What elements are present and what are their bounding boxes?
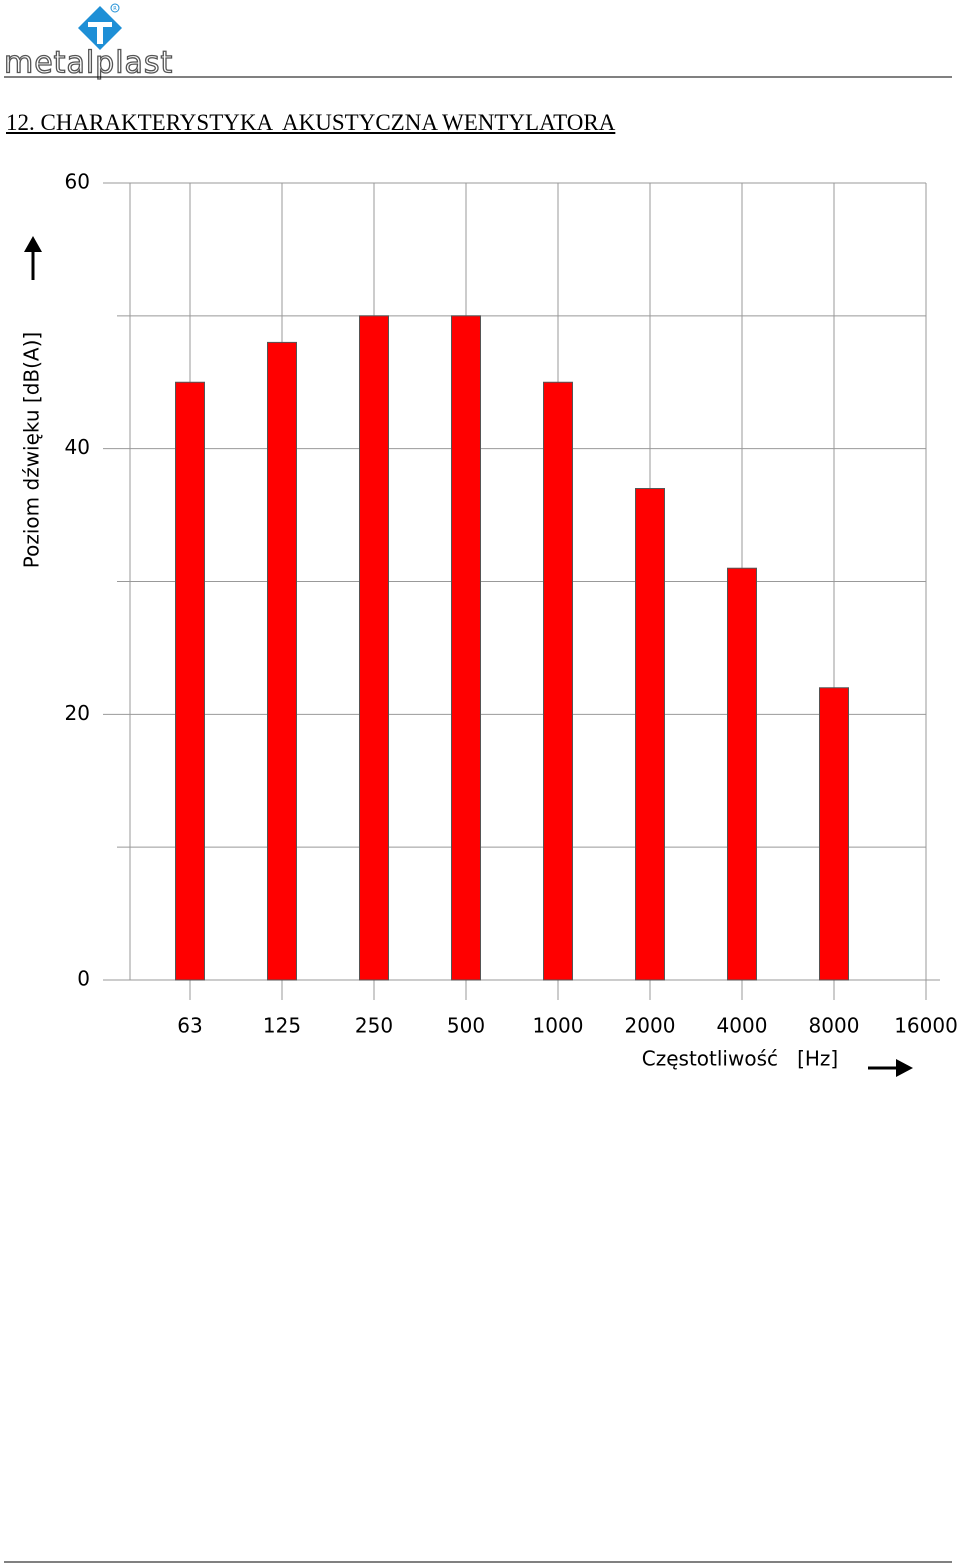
x-tick-label: 125: [263, 1014, 301, 1038]
bar: [635, 488, 665, 981]
logo-text: metalplast: [4, 46, 173, 81]
bar: [267, 341, 297, 981]
x-tick-label: 8000: [809, 1014, 860, 1038]
bar: [543, 381, 573, 981]
x-tick-label: 500: [447, 1014, 485, 1038]
x-tick-label: 2000: [625, 1014, 676, 1038]
y-arrow: [24, 236, 42, 280]
x-tick-label: 4000: [717, 1014, 768, 1038]
x-tick-label: 63: [177, 1014, 202, 1038]
x-tick-label: 1000: [533, 1014, 584, 1038]
bar: [727, 567, 757, 981]
bar: [359, 315, 389, 981]
section-title: 12. CHARAKTERYSTYKA AKUSTYCZNA WENTYLATO…: [6, 110, 616, 135]
x-tick-label: 250: [355, 1014, 393, 1038]
header: R metalplast: [3, 3, 952, 81]
svg-text:R: R: [113, 6, 117, 12]
y-tick-label: 0: [77, 967, 90, 991]
footer: [4, 1561, 952, 1563]
bar: [451, 315, 481, 981]
chart: Poziom dźwięku [dB(A)] Częstotliwość [Hz…: [20, 170, 958, 1077]
x-axis-label: Częstotliwość [Hz]: [642, 1047, 838, 1071]
x-tick-label: 16000: [894, 1014, 958, 1038]
y-axis-label-group: Poziom dźwięku [dB(A)]: [20, 332, 44, 568]
y-axis-label: Poziom dźwięku [dB(A)]: [20, 332, 44, 568]
bar: [819, 687, 849, 981]
bar: [175, 381, 205, 981]
y-tick-label: 40: [65, 435, 90, 459]
y-tick-label: 20: [65, 701, 90, 725]
y-tick-label: 60: [65, 170, 90, 194]
logo-mark: R: [78, 3, 122, 50]
x-arrow: [868, 1059, 913, 1077]
